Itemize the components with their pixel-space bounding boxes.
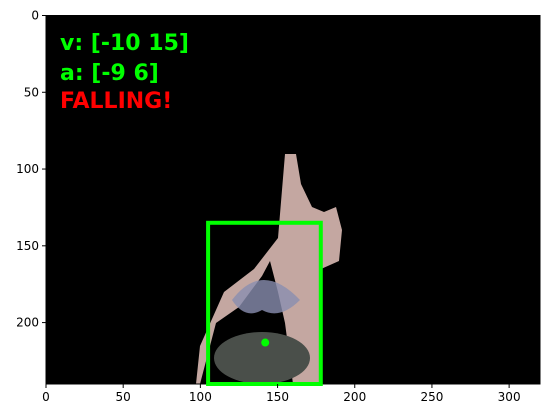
x-tick-label: 300 — [498, 390, 521, 404]
bounding-box — [206, 220, 323, 386]
y-tick-label: 0 — [31, 9, 39, 23]
y-tick-label: 50 — [24, 85, 39, 99]
y-tick-label: 200 — [16, 316, 39, 330]
acceleration-text: a: [-9 6] — [60, 61, 159, 86]
person-arms — [232, 280, 300, 314]
person-shadow — [214, 332, 310, 384]
x-tick-label: 200 — [343, 390, 366, 404]
person-silhouette — [196, 154, 342, 384]
x-tick-label: 150 — [266, 390, 289, 404]
x-tick-label: 0 — [42, 390, 50, 404]
x-tick-label: 250 — [420, 390, 443, 404]
x-tick-label: 50 — [116, 390, 131, 404]
y-tick-label: 150 — [16, 239, 39, 253]
velocity-text: v: [-10 15] — [60, 31, 189, 56]
y-tick-label: 100 — [16, 162, 39, 176]
x-tick-label: 100 — [189, 390, 212, 404]
center-point — [261, 338, 270, 347]
status-text: FALLING! — [60, 89, 172, 114]
